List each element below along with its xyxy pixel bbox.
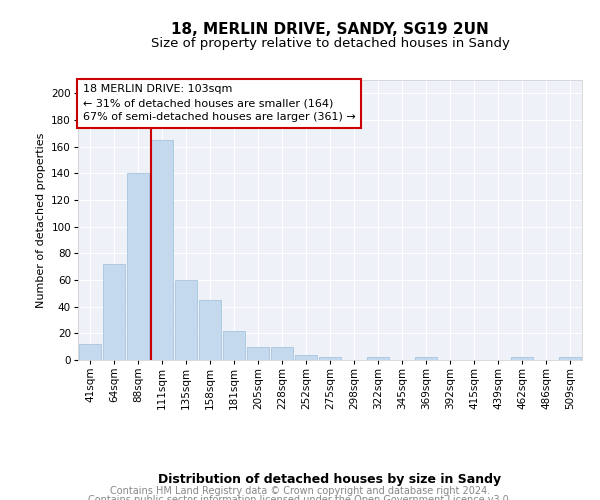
Bar [559,358,581,360]
Bar [511,358,533,360]
Bar [127,174,149,360]
Bar [175,280,197,360]
Bar [223,330,245,360]
Bar [271,346,293,360]
Y-axis label: Number of detached properties: Number of detached properties [36,132,46,308]
Text: 18, MERLIN DRIVE, SANDY, SG19 2UN: 18, MERLIN DRIVE, SANDY, SG19 2UN [171,22,489,38]
Text: Distribution of detached houses by size in Sandy: Distribution of detached houses by size … [158,472,502,486]
Text: Size of property relative to detached houses in Sandy: Size of property relative to detached ho… [151,38,509,51]
Text: Contains HM Land Registry data © Crown copyright and database right 2024.: Contains HM Land Registry data © Crown c… [110,486,490,496]
Bar [199,300,221,360]
Bar [295,354,317,360]
Bar [319,358,341,360]
Bar [79,344,101,360]
Text: Contains public sector information licensed under the Open Government Licence v3: Contains public sector information licen… [88,495,512,500]
Bar [367,358,389,360]
Bar [415,358,437,360]
Text: 18 MERLIN DRIVE: 103sqm
← 31% of detached houses are smaller (164)
67% of semi-d: 18 MERLIN DRIVE: 103sqm ← 31% of detache… [83,84,356,122]
Bar [103,264,125,360]
Bar [247,346,269,360]
Bar [151,140,173,360]
